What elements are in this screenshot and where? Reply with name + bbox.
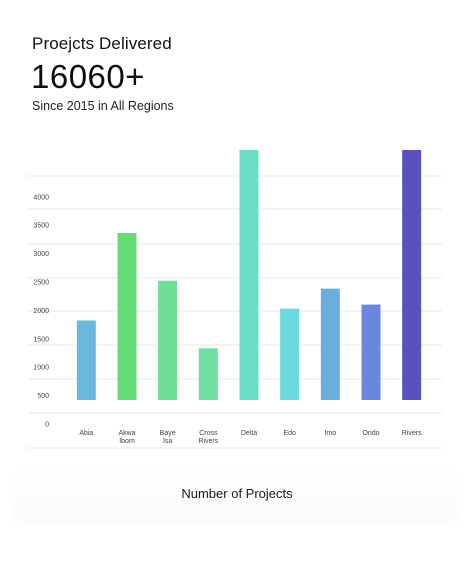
x-tick-label: Delta [241, 430, 257, 437]
bar-imo[interactable] [320, 288, 340, 400]
bar-delta[interactable] [239, 150, 259, 400]
y-tick-label: 3000 [33, 251, 49, 258]
x-tick-label: Rivers [402, 430, 422, 437]
x-tick-label: Ondo [362, 430, 379, 437]
grid-lines [28, 175, 442, 449]
x-tick-label: Cross Rivers [198, 430, 218, 445]
y-tick-label: 1000 [33, 365, 49, 372]
y-tick-label: 2000 [33, 308, 49, 315]
y-tick-label: 500 [37, 393, 49, 400]
x-tick-label: Abia [79, 430, 93, 437]
y-tick-label: 1500 [33, 336, 49, 343]
x-tick-label: Edo [283, 430, 296, 437]
bar-baye-isa[interactable] [158, 280, 178, 400]
bar-edo[interactable] [280, 308, 300, 400]
card-title: Proejcts Delivered [32, 34, 172, 53]
bar-chart: 0 500 1000 1500 2000 2500 3000 3500 4000 Abia Akw… [28, 150, 442, 449]
x-tick-label: Baye Isa [160, 430, 176, 445]
bar-cross-rivers[interactable] [198, 348, 218, 400]
bars [76, 150, 422, 400]
card-subtitle: Since 2015 in All Regions [32, 99, 174, 113]
y-tick-label: 3500 [33, 223, 49, 230]
total-projects-value: 16060+ [31, 58, 146, 95]
legend-label: Number of Projects [181, 486, 293, 501]
y-tick-label: 4000 [33, 194, 49, 201]
y-tick-label: 2500 [33, 280, 49, 287]
y-axis-ticks: 0 500 1000 1500 2000 2500 3000 3500 4000 [33, 194, 49, 428]
x-axis-ticks: Abia Akwa Ibom Baye Isa Cross Rivers Delta Edo Im… [79, 430, 422, 445]
bar-akwa-ibom[interactable] [117, 233, 137, 400]
y-tick-label: 0 [45, 422, 49, 429]
bar-abia[interactable] [76, 320, 96, 400]
x-tick-label: Imo [324, 430, 336, 437]
x-tick-label: Akwa Ibom [118, 430, 135, 445]
legend-panel [14, 470, 460, 520]
bar-rivers[interactable] [402, 150, 422, 400]
bar-ondo[interactable] [361, 304, 381, 400]
